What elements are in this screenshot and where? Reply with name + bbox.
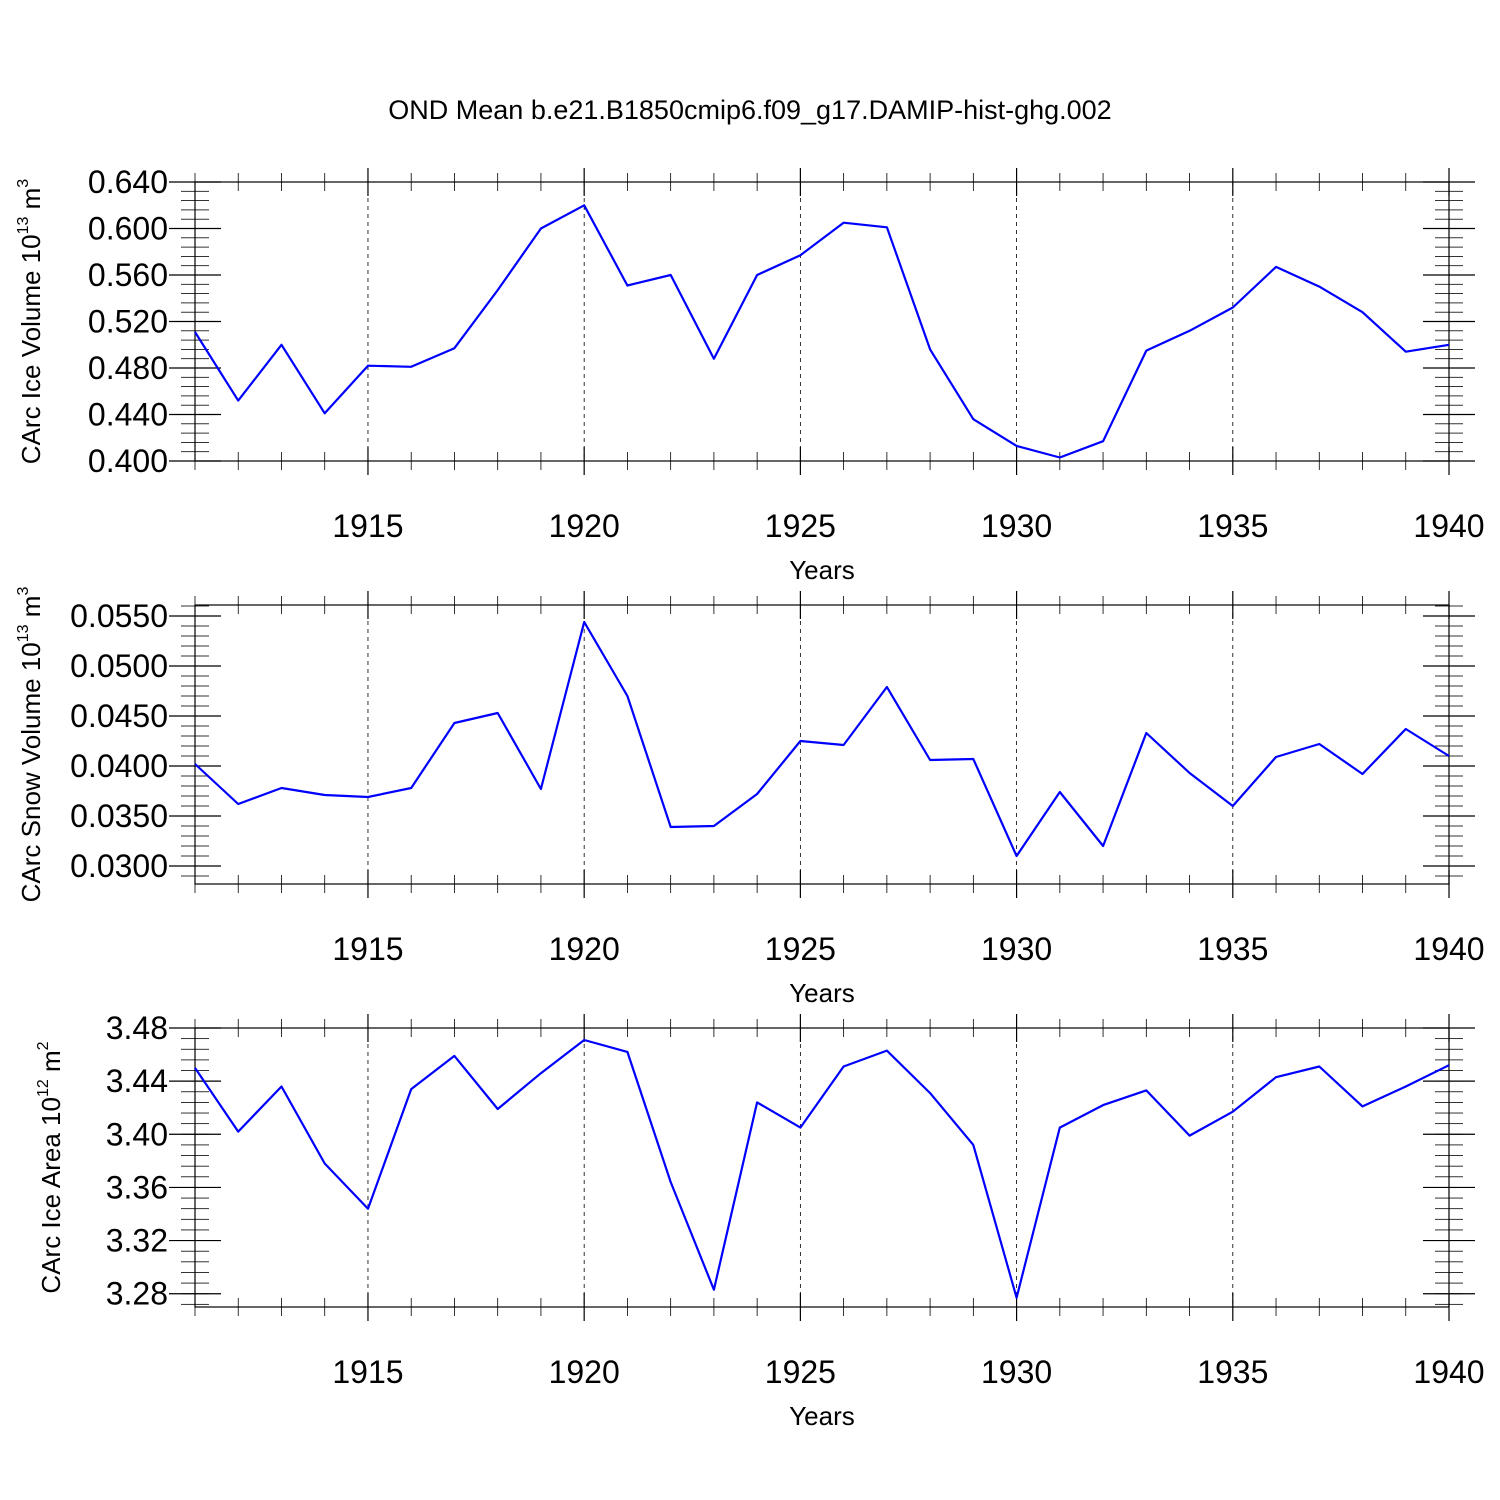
y-tick-label: 0.440: [88, 397, 168, 433]
y-tick-label: 3.44: [106, 1063, 168, 1099]
x-tick-label: 1915: [332, 508, 403, 544]
y-tick-label: 0.600: [88, 211, 168, 247]
x-tick-label: 1925: [765, 931, 836, 967]
plot-frame: [194, 604, 1450, 885]
chart-panels: 0.400 0.440 0.480 0.520 0.560 0.600 0.640 1915 1…: [15, 164, 1485, 1431]
y-axis-label: CArc Ice Volume 1013 m3: [15, 179, 46, 464]
x-tick-label: 1925: [765, 508, 836, 544]
chart-panel-ice-volume: 0.400 0.440 0.480 0.520 0.560 0.600 0.640 1915 1…: [15, 164, 1485, 585]
x-axis-label: Years: [789, 555, 855, 585]
series-line-snow-volume: [194, 620, 1450, 858]
y-tick-label: 3.28: [106, 1276, 168, 1312]
y-tick-label: 3.32: [106, 1223, 168, 1259]
figure-title: OND Mean b.e21.B1850cmip6.f09_g17.DAMIP-…: [388, 95, 1111, 125]
x-tick-label: 1940: [1413, 931, 1484, 967]
y-tick-label: 0.640: [88, 164, 168, 200]
x-tick-label: 1925: [765, 1354, 836, 1390]
x-axis-label: Years: [789, 1401, 855, 1431]
x-tick-label: 1920: [549, 931, 620, 967]
x-tick-label: 1940: [1413, 508, 1484, 544]
y-tick-label: 0.400: [88, 443, 168, 479]
y-tick-label: 0.0350: [70, 798, 168, 834]
x-tick-label: 1920: [549, 508, 620, 544]
y-tick-label: 0.480: [88, 350, 168, 386]
series-line-ice-area: [194, 1038, 1450, 1299]
plot-frame: [194, 181, 1450, 462]
y-tick-label: 0.0400: [70, 748, 168, 784]
y-tick-label: 0.0500: [70, 648, 168, 684]
x-tick-label: 1930: [981, 931, 1052, 967]
y-tick-label: 3.36: [106, 1169, 168, 1205]
x-tick-label: 1915: [332, 1354, 403, 1390]
x-tick-label: 1935: [1197, 931, 1268, 967]
x-tick-label: 1930: [981, 1354, 1052, 1390]
y-tick-label: 0.0300: [70, 848, 168, 884]
chart-panel-ice-area: 3.28 3.32 3.36 3.40 3.44 3.48 1915 1920 1925 1930…: [35, 1010, 1485, 1431]
x-tick-label: 1940: [1413, 1354, 1484, 1390]
series-line-ice-volume: [194, 204, 1450, 459]
x-tick-label: 1935: [1197, 508, 1268, 544]
y-tick-label: 0.0450: [70, 698, 168, 734]
y-tick-label: 0.520: [88, 304, 168, 340]
x-tick-label: 1920: [549, 1354, 620, 1390]
x-tick-label: 1935: [1197, 1354, 1268, 1390]
y-tick-label: 3.48: [106, 1010, 168, 1046]
chart-panel-snow-volume: 0.0300 0.0350 0.0400 0.0450 0.0500 0.0550 1915…: [15, 587, 1485, 1008]
x-tick-label: 1930: [981, 508, 1052, 544]
y-tick-label: 0.0550: [70, 598, 168, 634]
y-axis-label: CArc Snow Volume 1013 m3: [15, 587, 46, 903]
plot-frame: [194, 1027, 1450, 1308]
y-tick-label: 0.560: [88, 257, 168, 293]
y-axis-label: CArc Ice Area 1012 m2: [35, 1041, 66, 1293]
x-axis-label: Years: [789, 978, 855, 1008]
x-tick-label: 1915: [332, 931, 403, 967]
y-tick-label: 3.40: [106, 1116, 168, 1152]
